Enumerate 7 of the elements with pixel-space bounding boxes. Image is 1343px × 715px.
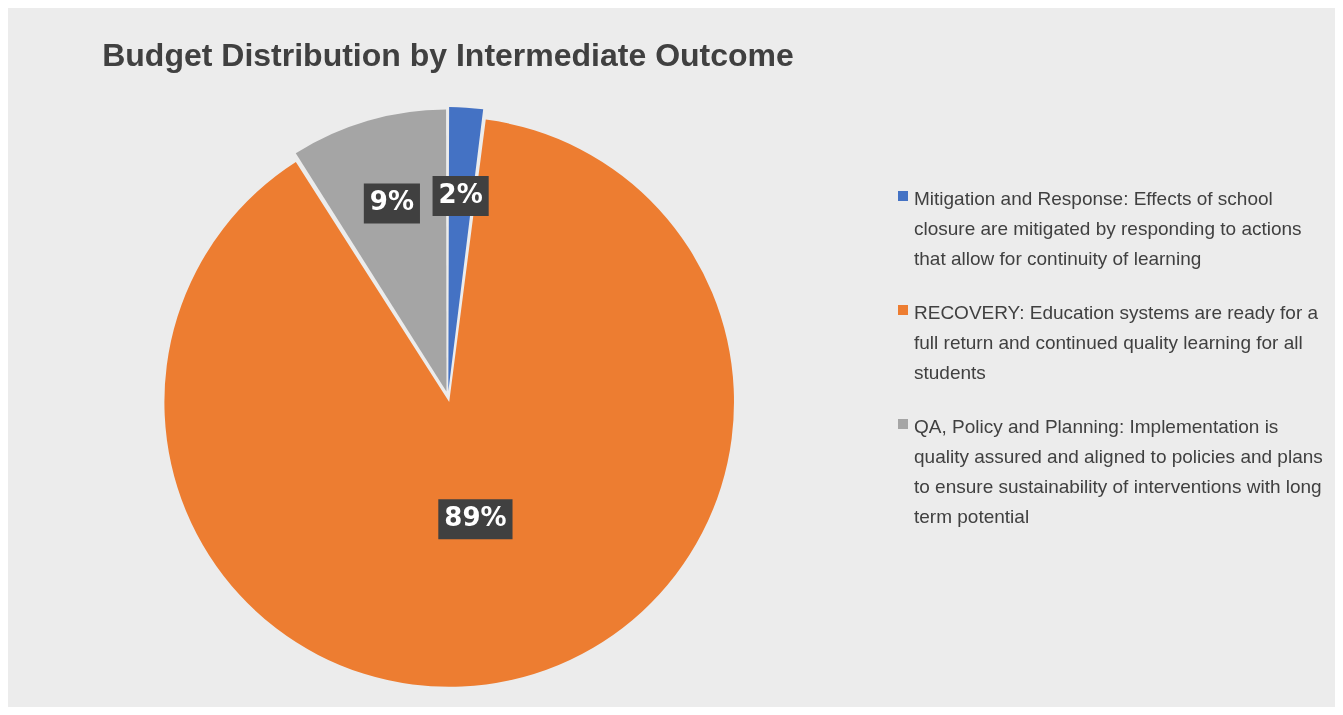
data-label: 89% [444, 502, 507, 533]
legend-label: RECOVERY: Education systems are ready for a full return and continued quality learning for all students [914, 300, 1320, 385]
legend-label: Mitigation and Response: Effects of school closure are mitigated by responding to actions that allow for continuity of learning [914, 186, 1303, 271]
data-label: 2% [438, 178, 483, 209]
data-label: 9% [369, 186, 414, 217]
legend-label: QA, Policy and Planning: Implementation is quality assured and aligned to policies and plans to ensure sustainability of interventions with long term potential [914, 414, 1324, 529]
chart-title: Budget Distribution by Intermediate Outcome [102, 37, 794, 74]
